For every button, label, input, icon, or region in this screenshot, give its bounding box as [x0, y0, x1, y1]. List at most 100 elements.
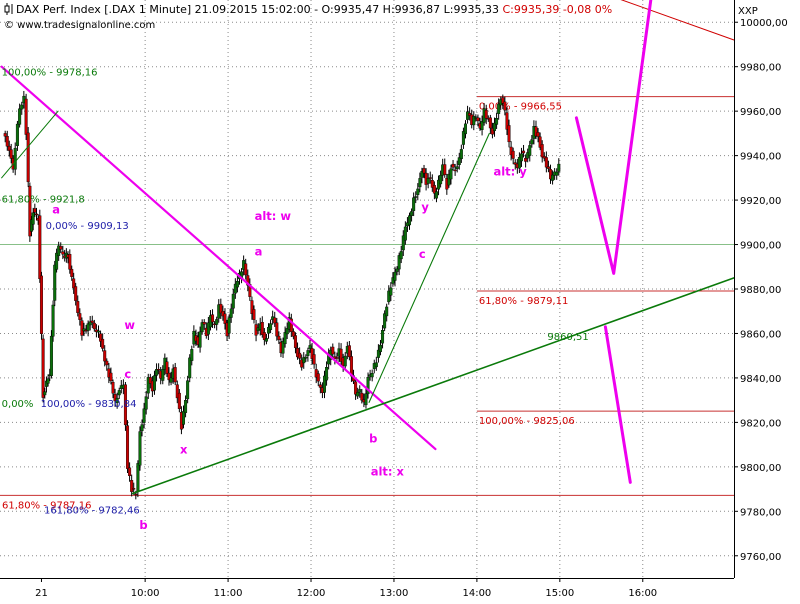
- candle-body: [53, 264, 57, 301]
- source-credit: © www.tradesignalonline.com: [4, 20, 156, 31]
- candle-body: [457, 157, 461, 166]
- candle-body: [152, 375, 156, 391]
- candle-body: [82, 328, 86, 332]
- candle-body: [123, 384, 127, 426]
- candle-body: [115, 397, 119, 403]
- x-tick-label: 15:00: [545, 588, 574, 599]
- candle-body: [72, 278, 76, 289]
- candle-body: [530, 139, 534, 145]
- candle-body: [507, 125, 511, 143]
- y-tick-label: 9920,00: [740, 196, 781, 207]
- candle-body: [393, 271, 397, 281]
- candle-body: [99, 333, 103, 342]
- wave-label: alt: x: [371, 465, 405, 479]
- candle-body: [275, 322, 279, 337]
- candle-body: [312, 354, 316, 365]
- chart-header: DAX Perf. Index [.DAX 1 Minute] 21.09.20…: [4, 3, 612, 16]
- y-tick-label: 9840,00: [740, 374, 781, 385]
- candle-body: [306, 350, 310, 356]
- candle-body: [246, 275, 250, 286]
- candle-body: [426, 177, 430, 184]
- candle-body: [463, 123, 467, 135]
- candle-body: [418, 178, 422, 188]
- candle-body: [339, 348, 343, 362]
- price-label: 9860,51: [547, 332, 588, 343]
- candle-body: [134, 493, 138, 496]
- y-tick-label: 9900,00: [740, 241, 781, 252]
- candlestick-icon: [4, 3, 14, 18]
- candle-body: [128, 467, 132, 476]
- price-label: 0,00%: [2, 399, 34, 410]
- axis-corner-label: XXP: [738, 6, 758, 17]
- candle-body: [144, 396, 148, 410]
- candle-body: [181, 411, 185, 425]
- candle-body: [480, 121, 484, 130]
- candle-body: [370, 373, 374, 378]
- x-tick-label: 21: [35, 588, 48, 599]
- candle-body: [432, 185, 436, 194]
- candle-body: [420, 171, 424, 178]
- wave-label: c: [419, 247, 426, 261]
- candle-body: [155, 369, 159, 376]
- candle-body: [538, 136, 542, 148]
- candle-body: [101, 338, 105, 349]
- x-tick-label: 16:00: [628, 588, 657, 599]
- candle-body: [111, 381, 115, 394]
- candle-body: [117, 390, 121, 396]
- candle-body: [519, 153, 523, 162]
- candle-body: [177, 392, 181, 409]
- candle-body: [354, 381, 358, 395]
- candle-body: [175, 384, 179, 399]
- candle-body: [347, 345, 351, 358]
- candle-body: [304, 356, 308, 359]
- x-tick-label: 11:00: [214, 588, 243, 599]
- candle-body: [3, 133, 7, 137]
- candle-body: [296, 348, 300, 358]
- candle-body: [202, 322, 206, 325]
- candle-body: [490, 128, 494, 135]
- candle-body: [103, 350, 107, 362]
- candle-body: [524, 158, 528, 162]
- candle-body: [260, 322, 264, 336]
- candle-body: [88, 321, 92, 326]
- candle-body: [43, 391, 47, 396]
- wave-label: alt: y: [493, 165, 527, 179]
- candle-body: [461, 131, 465, 145]
- forecast-path: [574, 0, 653, 275]
- candle-body: [41, 338, 45, 398]
- candle-body: [24, 98, 28, 135]
- candle-body: [322, 375, 326, 393]
- candle-body: [383, 313, 387, 329]
- wave-label: a: [52, 202, 60, 216]
- candle-body: [142, 408, 146, 423]
- fib-reference-label: 100,00% - 9825,06: [479, 416, 575, 427]
- candle-body: [358, 389, 362, 393]
- candle-body: [366, 377, 370, 395]
- candle-body: [109, 372, 113, 382]
- candle-body: [18, 108, 22, 125]
- candle-body: [376, 349, 380, 358]
- trendline: [0, 65, 437, 451]
- candle-body: [78, 313, 82, 320]
- candle-body: [39, 275, 43, 334]
- candle-body: [293, 335, 297, 348]
- candle-body: [412, 197, 416, 211]
- y-axis-background: [734, 0, 800, 600]
- candle-body: [269, 323, 273, 330]
- y-tick-label: 9960,00: [740, 107, 781, 118]
- y-tick-label: 9980,00: [740, 63, 781, 74]
- y-tick-label: 10000,00: [740, 18, 788, 29]
- candle-body: [555, 171, 559, 176]
- price-label: 100,00% - 9978,16: [2, 68, 98, 79]
- candle-body: [316, 373, 320, 382]
- candle-body: [300, 359, 304, 368]
- candle-body: [437, 179, 441, 190]
- candle-body: [434, 191, 438, 199]
- candle-body: [76, 301, 80, 313]
- y-tick-label: 9780,00: [740, 507, 781, 518]
- candle-body: [505, 112, 509, 130]
- candle-body: [546, 166, 550, 169]
- candle-body: [250, 300, 254, 315]
- candle-body: [318, 384, 322, 388]
- candle-body: [34, 213, 38, 216]
